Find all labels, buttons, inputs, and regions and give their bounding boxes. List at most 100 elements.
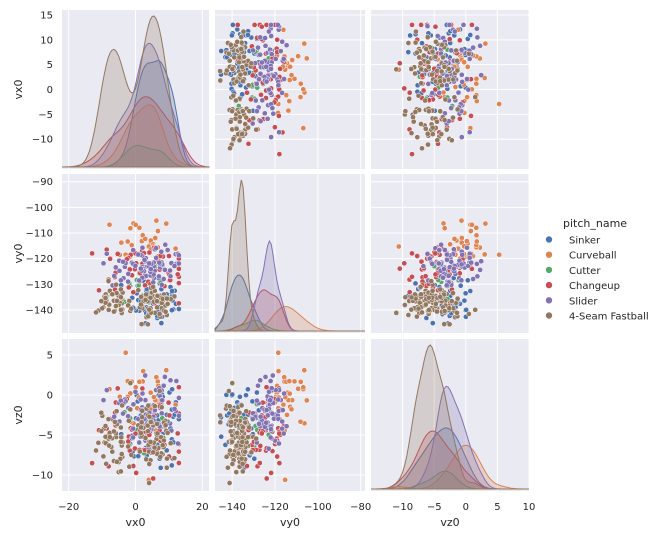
point-sinker: [158, 320, 165, 326]
point-slider: [118, 397, 124, 404]
point-curveball: [301, 40, 308, 47]
point-slider: [261, 110, 268, 117]
point-4-seam-fastball: [238, 34, 245, 40]
point-4-seam-fastball: [135, 287, 142, 294]
point-curveball: [295, 53, 301, 60]
point-4-seam-fastball: [243, 114, 250, 121]
point-slider: [460, 22, 467, 28]
point-slider: [470, 44, 476, 51]
point-4-seam-fastball: [102, 423, 109, 429]
point-slider: [436, 247, 443, 253]
point-4-seam-fastball: [250, 115, 257, 122]
point-changeup: [409, 273, 415, 280]
point-slider: [276, 129, 282, 136]
point-4-seam-fastball: [139, 407, 146, 414]
point-4-seam-fastball: [150, 283, 156, 290]
point-4-seam-fastball: [429, 124, 436, 131]
point-sinker: [169, 307, 175, 314]
point-slider: [458, 46, 465, 53]
point-4-seam-fastball: [145, 321, 151, 328]
point-4-seam-fastball: [217, 68, 223, 74]
point-changeup: [150, 475, 157, 482]
point-changeup: [396, 60, 403, 67]
point-changeup: [272, 124, 278, 131]
point-changeup: [396, 265, 403, 272]
point-slider: [271, 73, 277, 79]
point-4-seam-fastball: [426, 307, 432, 313]
point-slider: [440, 274, 446, 281]
point-4-seam-fastball: [226, 403, 233, 410]
point-4-seam-fastball: [109, 291, 116, 298]
point-slider: [262, 35, 268, 41]
point-sinker: [251, 455, 258, 462]
point-curveball: [469, 221, 475, 228]
y-tick-vy0: −140: [26, 305, 53, 316]
point-changeup: [418, 22, 424, 28]
point-4-seam-fastball: [118, 286, 124, 293]
point-curveball: [295, 385, 301, 392]
point-4-seam-fastball: [236, 137, 243, 144]
point-slider: [146, 260, 153, 267]
y-tick-vz0: −10: [32, 471, 53, 482]
point-slider: [441, 266, 447, 272]
point-slider: [420, 263, 427, 270]
point-slider: [429, 90, 436, 96]
point-4-seam-fastball: [231, 54, 238, 61]
point-4-seam-fastball: [227, 118, 234, 125]
point-slider: [451, 265, 457, 272]
point-4-seam-fastball: [100, 453, 107, 460]
point-slider: [153, 245, 159, 252]
point-curveball: [496, 251, 503, 258]
point-4-seam-fastball: [432, 53, 439, 60]
panel-vx0-vy0: [215, 10, 365, 169]
point-4-seam-fastball: [437, 78, 444, 85]
panel-vx0-vz0: [371, 10, 530, 169]
point-4-seam-fastball: [223, 67, 230, 74]
point-curveball: [303, 55, 310, 62]
point-4-seam-fastball: [227, 41, 234, 48]
point-4-seam-fastball: [433, 38, 439, 45]
point-changeup: [420, 87, 427, 94]
point-slider: [256, 420, 262, 427]
point-curveball: [118, 239, 125, 246]
point-4-seam-fastball: [428, 278, 435, 284]
point-curveball: [282, 476, 288, 483]
point-slider: [266, 28, 272, 35]
point-changeup: [406, 89, 413, 96]
point-slider: [136, 277, 143, 284]
point-4-seam-fastball: [147, 439, 154, 445]
point-slider: [281, 76, 287, 82]
point-4-seam-fastball: [139, 414, 145, 420]
point-curveball: [289, 57, 296, 63]
point-4-seam-fastball: [466, 311, 472, 317]
point-slider: [111, 413, 118, 420]
point-4-seam-fastball: [105, 278, 112, 284]
point-curveball: [473, 75, 480, 82]
y-tick-vx0: 15: [40, 10, 53, 21]
point-4-seam-fastball: [128, 452, 135, 458]
point-4-seam-fastball: [127, 380, 134, 386]
point-curveball: [300, 86, 307, 93]
point-4-seam-fastball: [119, 402, 125, 409]
point-4-seam-fastball: [163, 464, 170, 471]
point-4-seam-fastball: [448, 137, 455, 144]
point-slider: [268, 426, 274, 432]
point-4-seam-fastball: [248, 60, 255, 67]
point-4-seam-fastball: [450, 76, 457, 83]
point-slider: [268, 22, 274, 28]
point-slider: [275, 396, 282, 403]
point-slider: [164, 247, 171, 253]
point-4-seam-fastball: [446, 321, 453, 328]
point-4-seam-fastball: [240, 28, 247, 35]
point-curveball: [132, 221, 139, 228]
point-4-seam-fastball: [145, 428, 151, 435]
point-4-seam-fastball: [233, 97, 239, 104]
point-4-seam-fastball: [229, 380, 236, 386]
point-4-seam-fastball: [151, 444, 158, 451]
point-changeup: [142, 282, 148, 289]
point-4-seam-fastball: [118, 424, 124, 431]
point-slider: [153, 254, 159, 261]
point-changeup: [89, 250, 95, 257]
point-4-seam-fastball: [233, 469, 240, 475]
point-slider: [167, 273, 174, 280]
